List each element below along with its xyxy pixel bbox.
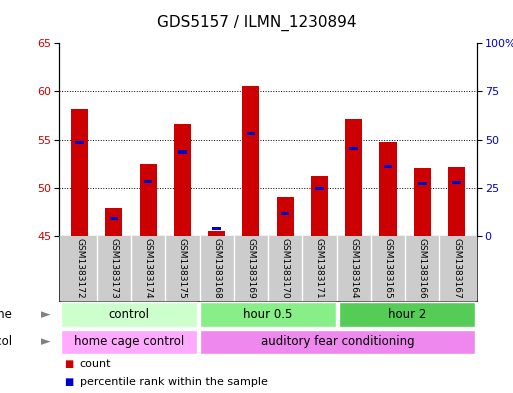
Bar	[418, 182, 426, 185]
Text: GSM1383171: GSM1383171	[315, 238, 324, 299]
Text: ►: ►	[42, 335, 51, 349]
Bar	[110, 217, 118, 220]
Bar	[345, 119, 362, 236]
Bar	[281, 212, 289, 215]
Text: GSM1383165: GSM1383165	[384, 238, 392, 299]
Text: GSM1383174: GSM1383174	[144, 238, 152, 298]
Bar	[448, 167, 465, 236]
Bar	[71, 109, 88, 236]
Bar	[384, 165, 392, 168]
Bar	[349, 147, 358, 150]
Bar	[413, 168, 431, 236]
Bar	[315, 187, 324, 190]
Text: GSM1383168: GSM1383168	[212, 238, 221, 299]
Text: count: count	[80, 359, 111, 369]
Bar	[200, 329, 476, 354]
Text: GSM1383166: GSM1383166	[418, 238, 427, 299]
Bar	[61, 302, 196, 327]
Bar	[208, 231, 225, 236]
Text: hour 2: hour 2	[388, 308, 427, 321]
Text: ►: ►	[42, 308, 51, 321]
Bar	[174, 124, 191, 236]
Bar	[212, 226, 221, 230]
Bar	[452, 181, 461, 184]
Bar	[140, 163, 156, 236]
Bar	[178, 151, 187, 154]
Text: protocol: protocol	[0, 335, 13, 349]
Bar	[75, 141, 84, 144]
Text: hour 0.5: hour 0.5	[243, 308, 293, 321]
Bar	[105, 208, 123, 236]
Text: auditory fear conditioning: auditory fear conditioning	[261, 335, 415, 349]
Bar	[340, 302, 476, 327]
Bar	[380, 142, 397, 236]
Text: percentile rank within the sample: percentile rank within the sample	[80, 377, 267, 387]
Bar	[247, 132, 255, 135]
Bar	[242, 86, 260, 236]
Text: GSM1383172: GSM1383172	[75, 238, 84, 298]
Text: GSM1383169: GSM1383169	[246, 238, 255, 299]
Text: ■: ■	[64, 359, 73, 369]
Bar	[311, 176, 328, 236]
Text: ■: ■	[64, 377, 73, 387]
Bar	[61, 329, 196, 354]
Text: GSM1383170: GSM1383170	[281, 238, 290, 299]
Text: home cage control: home cage control	[73, 335, 184, 349]
Text: GSM1383175: GSM1383175	[178, 238, 187, 299]
Bar	[200, 302, 336, 327]
Bar	[144, 180, 152, 184]
Text: GSM1383167: GSM1383167	[452, 238, 461, 299]
Text: control: control	[108, 308, 149, 321]
Text: GDS5157 / ILMN_1230894: GDS5157 / ILMN_1230894	[157, 15, 356, 31]
Text: GSM1383164: GSM1383164	[349, 238, 358, 298]
Text: time: time	[0, 308, 13, 321]
Bar	[277, 197, 294, 236]
Text: GSM1383173: GSM1383173	[109, 238, 119, 299]
